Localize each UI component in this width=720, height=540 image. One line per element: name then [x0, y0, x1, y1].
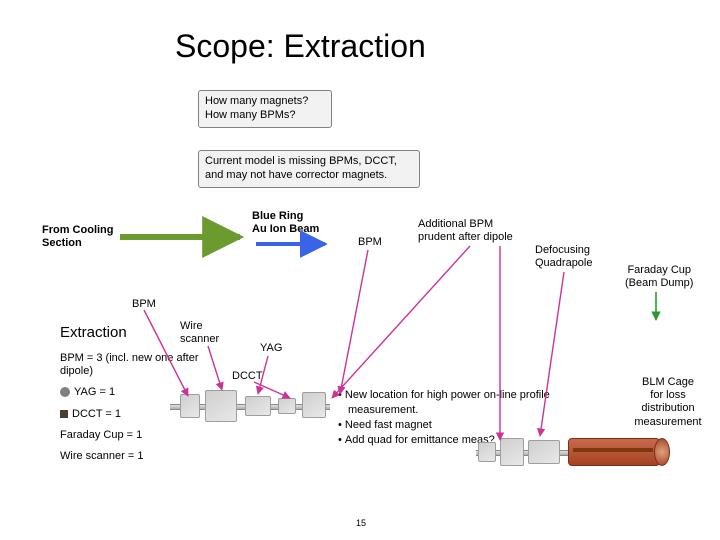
- bpm-top-label: BPM: [358, 236, 382, 249]
- model-note-text: Current model is missing BPMs, DCCT, and…: [205, 155, 397, 181]
- page-number: 15: [356, 518, 366, 528]
- model-note-box: Current model is missing BPMs, DCCT, and…: [198, 150, 420, 188]
- right-bullets: • New location for high power on-line pr…: [338, 388, 558, 447]
- question-line: How many magnets?: [205, 95, 325, 109]
- bullet: • Add quad for emittance meas?: [338, 433, 558, 448]
- beam-dump-stripe: [573, 448, 653, 452]
- bpm-mid-label: BPM: [132, 298, 156, 311]
- extraction-heading: Extraction: [60, 324, 127, 341]
- bullet: • New location for high power on-line pr…: [338, 388, 558, 418]
- lbl: Blue Ring: [252, 210, 303, 222]
- device-block: [302, 392, 326, 418]
- device-block: [500, 438, 524, 466]
- lbl: measurement: [628, 416, 708, 429]
- question-line: How many BPMs?: [205, 109, 325, 123]
- lbl: BLM Cage: [628, 376, 708, 389]
- blm-cage-label: BLM Cage for loss distribution measureme…: [628, 376, 708, 429]
- lbl: Faraday Cup: [625, 264, 693, 277]
- dcct-label: DCCT: [232, 370, 263, 383]
- lbl: Wire: [180, 320, 219, 333]
- additional-bpm-label: Additional BPM prudent after dipole: [418, 218, 513, 244]
- questions-box: How many magnets? How many BPMs?: [198, 90, 332, 128]
- device-block: [278, 398, 296, 414]
- lbl: distribution: [628, 402, 708, 415]
- yag-icon: [60, 387, 70, 397]
- yag-label: YAG: [260, 342, 282, 355]
- device-block: [528, 440, 560, 464]
- device-block: [205, 390, 237, 422]
- count-dcct: DCCT = 1: [72, 408, 121, 420]
- device-block: [180, 394, 200, 418]
- count-fcup: Faraday Cup = 1: [60, 429, 230, 442]
- lbl: Additional BPM: [418, 218, 513, 231]
- count-wire: Wire scanner = 1: [60, 450, 230, 463]
- page-title: Scope: Extraction: [175, 28, 426, 65]
- bullet: • Need fast magnet: [338, 418, 558, 433]
- slide-root: { "title": "Scope: Extraction", "box_que…: [0, 0, 720, 540]
- lbl: Quadrapole: [535, 257, 593, 270]
- dcct-icon: [60, 410, 68, 418]
- from-cooling-label: From Cooling Section: [42, 224, 114, 250]
- count-yag: YAG = 1: [74, 386, 115, 398]
- defocusing-quad-label: Defocusing Quadrapole: [535, 244, 593, 270]
- blue-ring-label: Blue Ring Au Ion Beam: [252, 210, 319, 236]
- beam-dump: [568, 438, 660, 466]
- lbl: From Cooling: [42, 224, 114, 236]
- lbl: scanner: [180, 333, 219, 346]
- lbl: Defocusing: [535, 244, 593, 257]
- lbl: for loss: [628, 389, 708, 402]
- lbl: prudent after dipole: [418, 231, 513, 244]
- wire-scanner-label: Wire scanner: [180, 320, 219, 346]
- lbl: Section: [42, 237, 82, 249]
- lbl: Au Ion Beam: [252, 223, 319, 235]
- lbl: (Beam Dump): [625, 277, 693, 290]
- faraday-cup-label: Faraday Cup (Beam Dump): [625, 264, 693, 290]
- count-bpm: BPM = 3 (incl. new one after dipole): [60, 352, 230, 378]
- device-block: [245, 396, 271, 416]
- device-block: [478, 442, 496, 462]
- beam-dump-endcap: [654, 438, 670, 466]
